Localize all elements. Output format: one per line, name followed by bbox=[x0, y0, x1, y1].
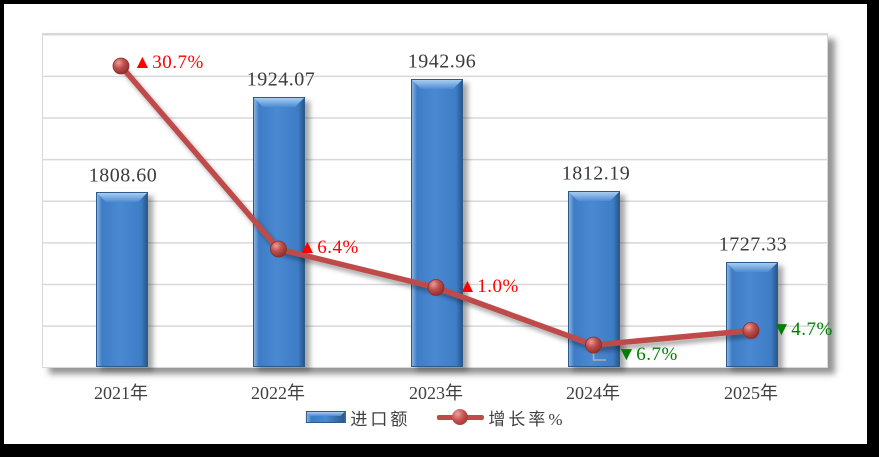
bar-2021[interactable] bbox=[96, 192, 148, 367]
legend-item-imports[interactable]: 进口额 bbox=[305, 405, 410, 430]
x-axis-label-2023: 2023年 bbox=[409, 383, 463, 403]
line-marker-2022[interactable] bbox=[270, 240, 287, 258]
bar-series-swatch-icon bbox=[305, 411, 346, 423]
x-axis-label-2021: 2021年 bbox=[94, 383, 148, 403]
legend-label-imports: 进口额 bbox=[350, 409, 411, 429]
bar-value-2021: 1808.60 bbox=[88, 164, 158, 187]
bar-value-2023: 1942.96 bbox=[407, 50, 477, 73]
legend: 进口额 增长率% bbox=[305, 405, 565, 430]
bar-value-2022: 1924.07 bbox=[246, 68, 316, 91]
line-marker-2021[interactable] bbox=[112, 57, 130, 75]
x-axis-label-2022: 2022年 bbox=[251, 383, 305, 403]
growth-label-2021: ▲30.7% bbox=[133, 52, 204, 73]
plot-area bbox=[42, 33, 828, 368]
line-series-swatch-icon bbox=[436, 409, 484, 425]
chart-canvas: 1808.60 1924.07 1942.96 1812.19 1727.33 … bbox=[4, 4, 867, 444]
growth-label-2024: ▼6.7% bbox=[617, 344, 678, 365]
legend-label-growth-rate: 增长率% bbox=[488, 409, 566, 429]
line-marker-2024[interactable] bbox=[585, 336, 602, 354]
leader-line-2024 bbox=[592, 351, 606, 361]
legend-item-growth-rate[interactable]: 增长率% bbox=[436, 405, 565, 430]
growth-line-layer bbox=[112, 57, 760, 361]
bar-2025[interactable] bbox=[726, 262, 778, 367]
growth-line[interactable] bbox=[118, 63, 754, 348]
bar-2023[interactable] bbox=[411, 79, 463, 367]
growth-label-2025: ▼4.7% bbox=[772, 319, 833, 340]
x-axis-label-2024: 2024年 bbox=[566, 383, 620, 403]
bar-value-2025: 1727.33 bbox=[718, 233, 788, 256]
line-marker-icon bbox=[451, 409, 468, 425]
line-marker-2025[interactable] bbox=[742, 322, 760, 339]
bar-value-2024: 1812.19 bbox=[561, 162, 631, 185]
line-marker-2023[interactable] bbox=[427, 279, 445, 296]
growth-label-2023: ▲1.0% bbox=[458, 276, 519, 297]
x-axis-label-2025: 2025年 bbox=[724, 383, 778, 403]
growth-label-2022: ▲6.4% bbox=[298, 237, 359, 258]
